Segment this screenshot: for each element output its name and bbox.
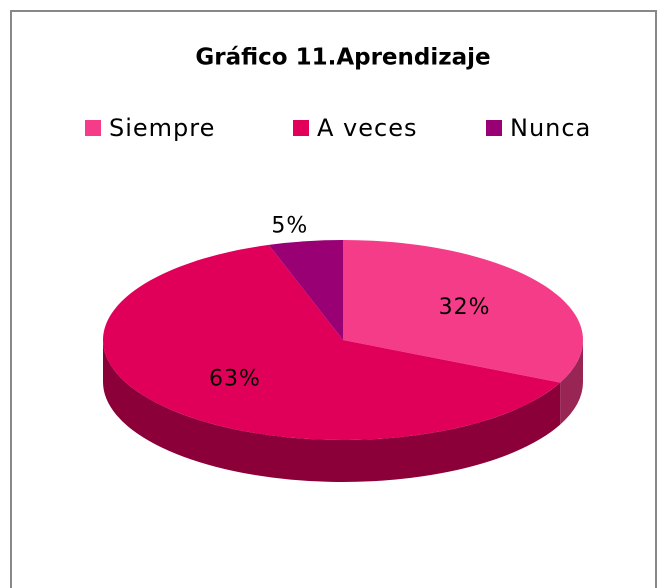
legend-swatch xyxy=(293,120,309,136)
legend-label: Nunca xyxy=(510,114,591,142)
legend-label: A veces xyxy=(317,114,417,142)
data-label: 32% xyxy=(439,295,491,320)
legend-swatch xyxy=(486,120,502,136)
slice xyxy=(103,244,561,440)
chart-title: Gráfico 11.Aprendizaje xyxy=(195,45,490,71)
slice xyxy=(343,240,584,383)
slice-side xyxy=(103,340,561,483)
data-label: 5% xyxy=(271,213,308,238)
data-label: 63% xyxy=(209,367,261,392)
slice xyxy=(268,240,343,340)
legend-swatch xyxy=(85,120,101,136)
slice-side xyxy=(560,340,583,425)
legend-label: Siempre xyxy=(109,114,215,142)
